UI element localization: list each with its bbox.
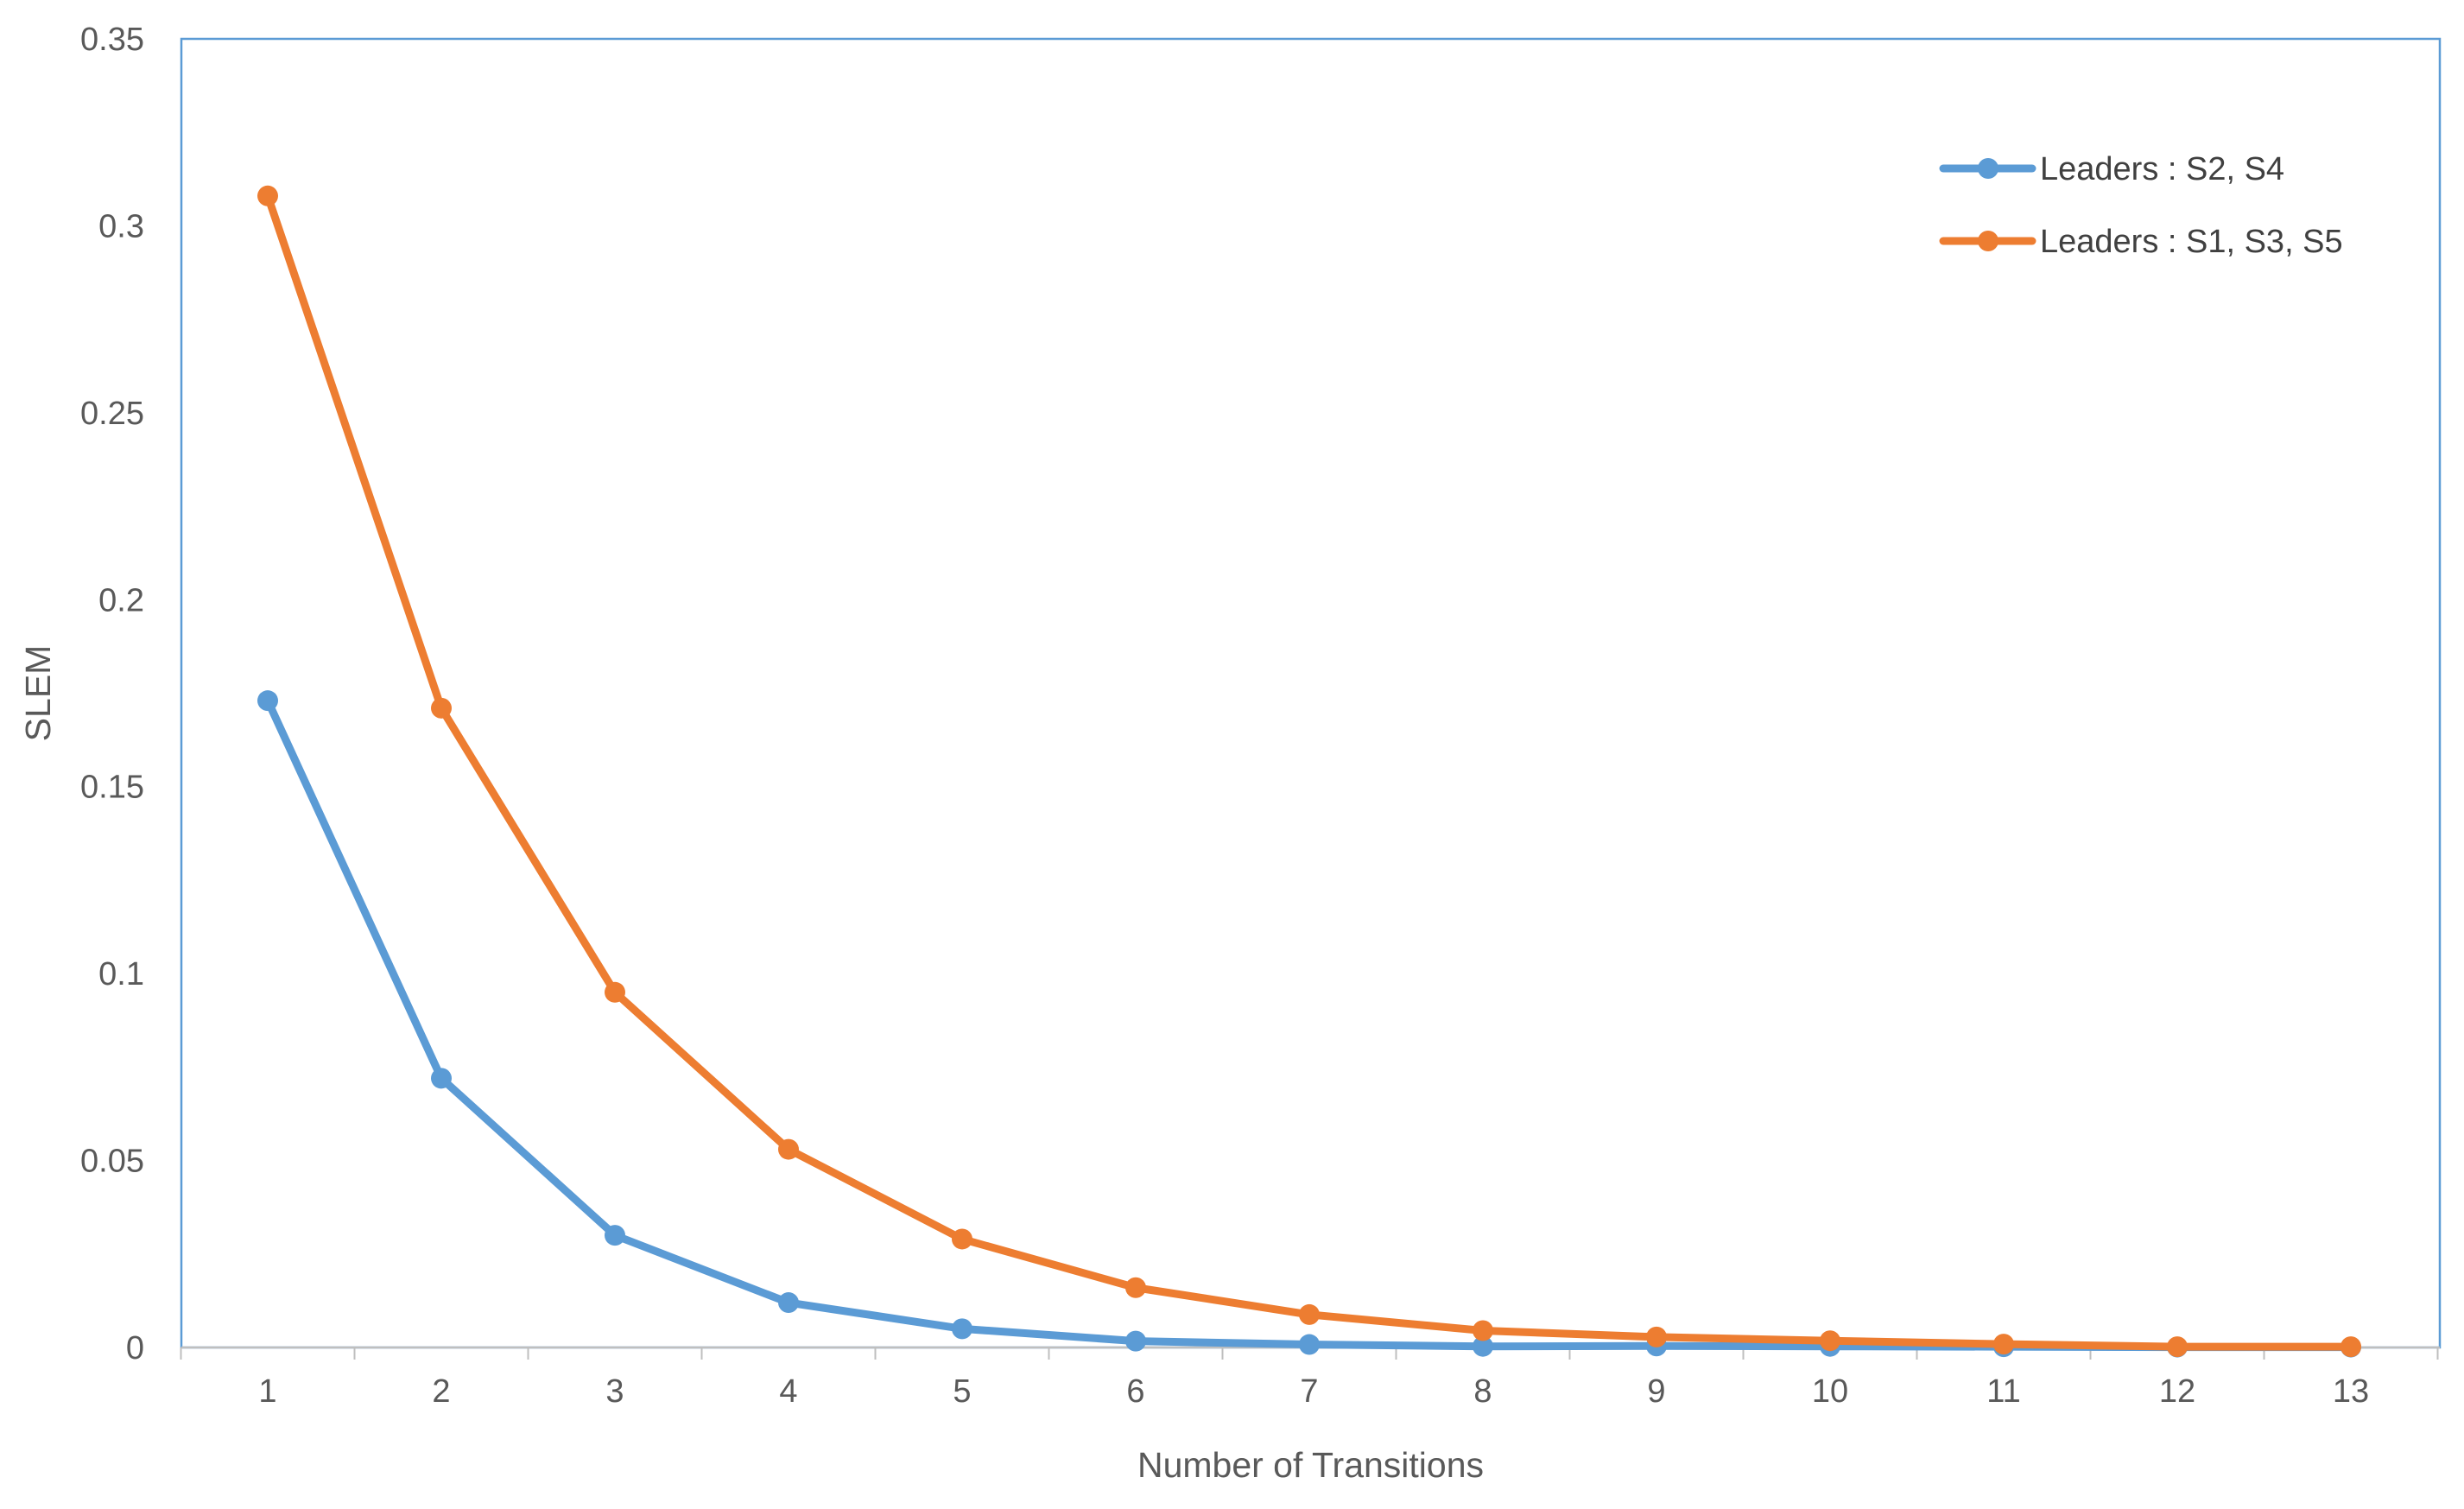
x-tick-label: 3 bbox=[605, 1373, 624, 1410]
data-point bbox=[1820, 1330, 1840, 1352]
data-point bbox=[1125, 1330, 1146, 1352]
y-tick-label: 0.35 bbox=[80, 22, 144, 58]
x-tick-label: 8 bbox=[1473, 1373, 1492, 1410]
series-line bbox=[263, 192, 2355, 1351]
x-tick-label: 1 bbox=[258, 1373, 276, 1410]
series-2 bbox=[257, 185, 2361, 1358]
data-point bbox=[1993, 1334, 2014, 1355]
y-tick-label: 0.15 bbox=[80, 770, 144, 806]
y-tick-label: 0.3 bbox=[98, 208, 144, 244]
data-point bbox=[778, 1138, 799, 1160]
x-tick-label: 10 bbox=[1812, 1373, 1848, 1410]
y-tick-label: 0.2 bbox=[98, 582, 144, 618]
series-1 bbox=[257, 690, 2361, 1358]
data-point bbox=[1299, 1334, 1320, 1355]
data-point bbox=[605, 981, 625, 1003]
data-point bbox=[2167, 1336, 2188, 1358]
y-tick-label: 0.25 bbox=[80, 396, 144, 432]
data-point bbox=[1646, 1326, 1667, 1347]
data-point bbox=[431, 697, 452, 719]
x-tick-label: 11 bbox=[1986, 1373, 2020, 1410]
legend-swatch-marker bbox=[1978, 231, 1998, 251]
data-point bbox=[431, 1068, 452, 1089]
y-tick-label: 0.05 bbox=[80, 1144, 144, 1180]
data-point bbox=[257, 185, 278, 206]
legend-swatch-marker bbox=[1978, 158, 1998, 179]
data-point bbox=[1473, 1320, 1493, 1341]
x-tick-label: 4 bbox=[779, 1373, 797, 1410]
legend-item: Leaders : S1, S3, S5 bbox=[1939, 224, 2343, 260]
data-point bbox=[1473, 1335, 1493, 1357]
data-point bbox=[605, 1225, 625, 1246]
y-tick-label: 0 bbox=[126, 1330, 144, 1366]
legend-item: Leaders : S2, S4 bbox=[1939, 151, 2284, 187]
x-tick-label: 6 bbox=[1126, 1373, 1144, 1410]
data-point bbox=[952, 1318, 972, 1340]
data-point bbox=[1125, 1277, 1146, 1298]
legend-label: Leaders : S2, S4 bbox=[2040, 151, 2284, 187]
data-point bbox=[2340, 1336, 2361, 1358]
data-point bbox=[778, 1292, 799, 1314]
x-tick-label: 5 bbox=[953, 1373, 971, 1410]
data-point bbox=[1299, 1303, 1320, 1325]
legend-label: Leaders : S1, S3, S5 bbox=[2040, 224, 2343, 260]
x-tick-label: 2 bbox=[432, 1373, 450, 1410]
x-tick-label: 12 bbox=[2159, 1373, 2195, 1410]
x-tick-label: 13 bbox=[2333, 1373, 2369, 1410]
x-axis-title: Number of Transitions bbox=[1137, 1445, 1484, 1485]
x-tick-label: 7 bbox=[1300, 1373, 1318, 1410]
x-tick-label: 9 bbox=[1647, 1373, 1665, 1410]
series-line bbox=[263, 696, 2355, 1352]
y-tick-label: 0.1 bbox=[98, 956, 144, 992]
y-axis-title: SLEM bbox=[18, 645, 58, 742]
data-point bbox=[952, 1228, 972, 1250]
data-point bbox=[257, 690, 278, 712]
